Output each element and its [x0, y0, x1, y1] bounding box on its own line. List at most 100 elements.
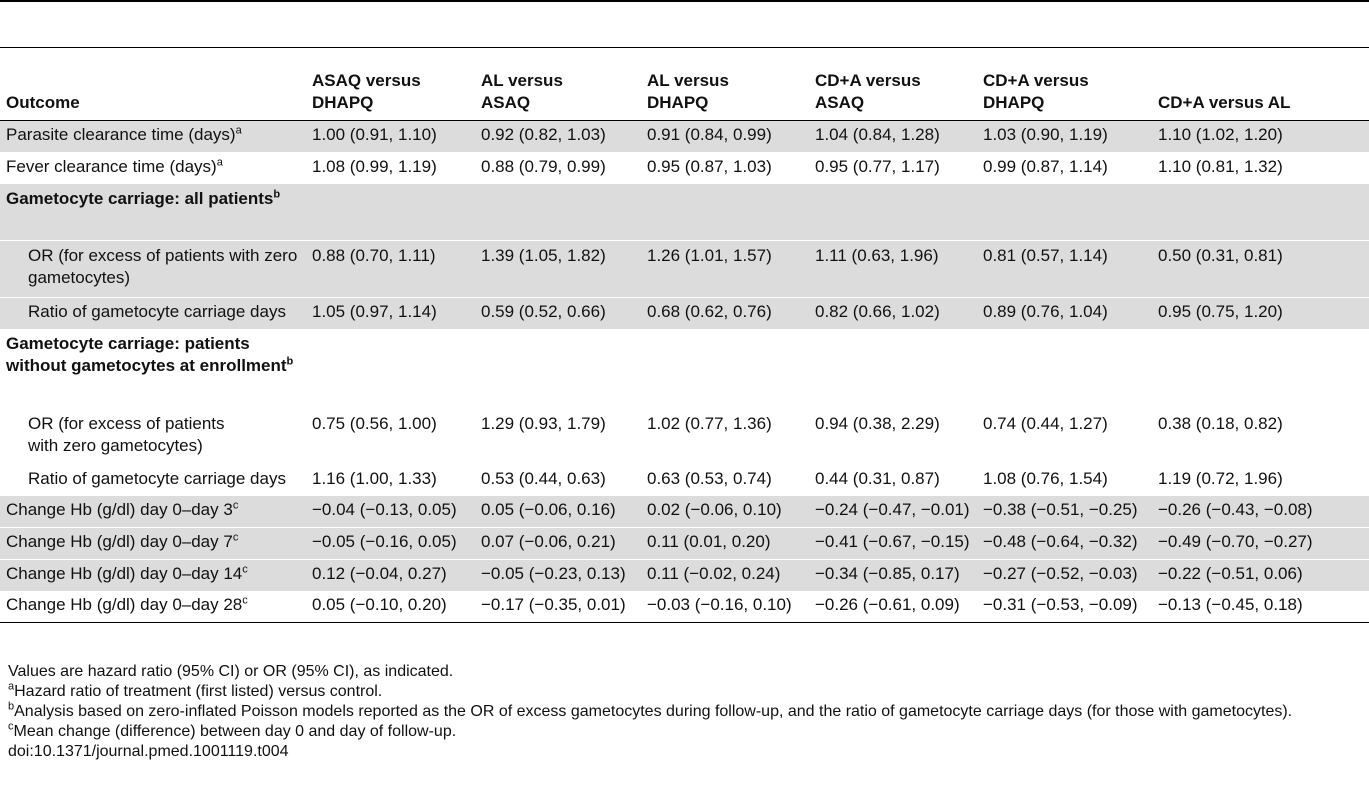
table-row: Gametocyte carriage: all patientsb	[0, 184, 1369, 241]
cell: 1.26 (1.01, 1.57)	[641, 240, 809, 298]
footnote-c: cMean change (difference) between day 0 …	[8, 720, 457, 740]
cell	[977, 329, 1152, 409]
cell	[306, 184, 475, 241]
header-row: Outcome ASAQ versus DHAPQ AL versus ASAQ…	[0, 47, 1369, 121]
row-label: OR (for excess of patients with zero gam…	[28, 414, 225, 455]
cell: −0.13 (−0.45, 0.18)	[1152, 591, 1369, 623]
cell	[1152, 184, 1369, 241]
cell: 0.92 (0.82, 1.03)	[475, 120, 641, 153]
table-row: Change Hb (g/dl) day 0–day 7c −0.05 (−0.…	[0, 527, 1369, 560]
row-label: Change Hb (g/dl) day 0–day 28c	[0, 591, 306, 623]
cell: −0.17 (−0.35, 0.01)	[475, 591, 641, 623]
footnote-general: Values are hazard ratio (95% CI) or OR (…	[8, 663, 454, 680]
row-label: Parasite clearance time (days)a	[0, 120, 306, 153]
row-label: Change Hb (g/dl) day 0–day 7c	[0, 527, 306, 560]
cell: −0.49 (−0.70, −0.27)	[1152, 527, 1369, 560]
cell: 0.50 (0.31, 0.81)	[1152, 240, 1369, 298]
cell: 0.95 (0.77, 1.17)	[815, 157, 940, 176]
table-row: Gametocyte carriage: patients without ga…	[0, 329, 1369, 409]
cell: −0.24 (−0.47, −0.01)	[809, 496, 977, 528]
cell: 0.05 (−0.10, 0.20)	[306, 591, 475, 623]
cell: 1.02 (0.77, 1.36)	[647, 414, 772, 433]
row-label: Ratio of gametocyte carriage days	[0, 297, 306, 329]
results-table: Outcome ASAQ versus DHAPQ AL versus ASAQ…	[0, 47, 1369, 623]
cell: −0.04 (−0.13, 0.05)	[306, 496, 475, 528]
cell: 1.11 (0.63, 1.96)	[809, 240, 977, 298]
table-row: Change Hb (g/dl) day 0–day 14c 0.12 (−0.…	[0, 559, 1369, 591]
cell: 1.05 (0.97, 1.14)	[306, 297, 475, 329]
cell: −0.41 (−0.67, −0.15)	[809, 527, 977, 560]
cell: 0.44 (0.31, 0.87)	[815, 469, 940, 488]
cell: 0.88 (0.79, 0.99)	[481, 157, 606, 176]
cell: 0.81 (0.57, 1.14)	[977, 240, 1152, 298]
cell: 0.68 (0.62, 0.76)	[641, 297, 809, 329]
cell: 1.00 (0.91, 1.10)	[306, 120, 475, 153]
header-cda-vs-dhapq: CD+A versus DHAPQ	[977, 47, 1152, 121]
cell: 0.94 (0.38, 2.29)	[815, 414, 940, 433]
cell: 0.91 (0.84, 0.99)	[641, 120, 809, 153]
cell: −0.05 (−0.16, 0.05)	[306, 527, 475, 560]
cell: 0.75 (0.56, 1.00)	[312, 414, 437, 433]
cell	[475, 329, 641, 409]
cell	[809, 184, 977, 241]
cell: −0.34 (−0.85, 0.17)	[809, 559, 977, 591]
cell: 0.59 (0.52, 0.66)	[475, 297, 641, 329]
cell: 0.38 (0.18, 0.82)	[1158, 414, 1283, 433]
cell	[1152, 329, 1369, 409]
cell: 1.10 (1.02, 1.20)	[1152, 120, 1369, 153]
row-label: Change Hb (g/dl) day 0–day 3c	[0, 496, 306, 528]
footnote-a: aHazard ratio of treatment (first listed…	[8, 680, 383, 700]
header-al-vs-dhapq: AL versus DHAPQ	[641, 47, 809, 121]
cell: 0.99 (0.87, 1.14)	[983, 157, 1108, 176]
header-cda-vs-al: CD+A versus AL	[1152, 47, 1369, 121]
row-label: Ratio of gametocyte carriage days	[28, 469, 286, 488]
cell	[306, 329, 475, 409]
table-row: Change Hb (g/dl) day 0–day 3c −0.04 (−0.…	[0, 496, 1369, 528]
table-row: OR (for excess of patients with zero gam…	[0, 240, 1369, 298]
header-al-vs-asaq: AL versus ASAQ	[475, 47, 641, 121]
cell: 0.12 (−0.04, 0.27)	[306, 559, 475, 591]
footnote-b: bAnalysis based on zero-inflated Poisson…	[8, 700, 1293, 720]
cell: 0.82 (0.66, 1.02)	[809, 297, 977, 329]
table-footnotes: Values are hazard ratio (95% CI) or OR (…	[8, 662, 1368, 762]
row-label: Change Hb (g/dl) day 0–day 14c	[0, 559, 306, 591]
cell: 1.03 (0.90, 1.19)	[977, 120, 1152, 153]
section-label: Gametocyte carriage: all patientsb	[0, 184, 306, 241]
cell: 0.74 (0.44, 1.27)	[983, 414, 1108, 433]
cell: 1.39 (1.05, 1.82)	[475, 240, 641, 298]
top-rule	[0, 0, 1369, 2]
cell: 0.53 (0.44, 0.63)	[481, 469, 606, 488]
cell: 0.95 (0.87, 1.03)	[647, 157, 772, 176]
cell: 0.11 (0.01, 0.20)	[641, 527, 809, 560]
cell: 1.29 (0.93, 1.79)	[481, 414, 606, 433]
row-label: OR (for excess of patients with zero gam…	[0, 240, 306, 298]
table-row: Ratio of gametocyte carriage days 1.05 (…	[0, 297, 1369, 329]
cell	[641, 329, 809, 409]
cell: 1.10 (0.81, 1.32)	[1158, 157, 1283, 176]
cell: −0.22 (−0.51, 0.06)	[1152, 559, 1369, 591]
cell: 1.16 (1.00, 1.33)	[312, 469, 437, 488]
cell: 0.88 (0.70, 1.11)	[306, 240, 475, 298]
cell: 1.08 (0.76, 1.54)	[983, 469, 1108, 488]
cell	[475, 184, 641, 241]
header-asaq-vs-dhapq: ASAQ versus DHAPQ	[306, 47, 475, 121]
cell: 0.05 (−0.06, 0.16)	[475, 496, 641, 528]
cell: 0.02 (−0.06, 0.10)	[641, 496, 809, 528]
cell: −0.03 (−0.16, 0.10)	[641, 591, 809, 623]
cell	[809, 329, 977, 409]
cell	[977, 184, 1152, 241]
cell: 0.11 (−0.02, 0.24)	[641, 559, 809, 591]
cell: −0.31 (−0.53, −0.09)	[977, 591, 1152, 623]
header-cda-vs-asaq: CD+A versus ASAQ	[809, 47, 977, 121]
cell: 1.04 (0.84, 1.28)	[809, 120, 977, 153]
header-outcome: Outcome	[0, 47, 306, 121]
cell: 1.08 (0.99, 1.19)	[312, 157, 437, 176]
cell: −0.27 (−0.52, −0.03)	[977, 559, 1152, 591]
table-row: Change Hb (g/dl) day 0–day 28c 0.05 (−0.…	[0, 591, 1369, 623]
cell: 0.07 (−0.06, 0.21)	[475, 527, 641, 560]
cell: 0.95 (0.75, 1.20)	[1152, 297, 1369, 329]
cell: 0.63 (0.53, 0.74)	[647, 469, 772, 488]
table-row: Parasite clearance time (days)a 1.00 (0.…	[0, 120, 1369, 153]
doi-link[interactable]: doi:10.1371/journal.pmed.1001119.t004	[8, 743, 289, 760]
